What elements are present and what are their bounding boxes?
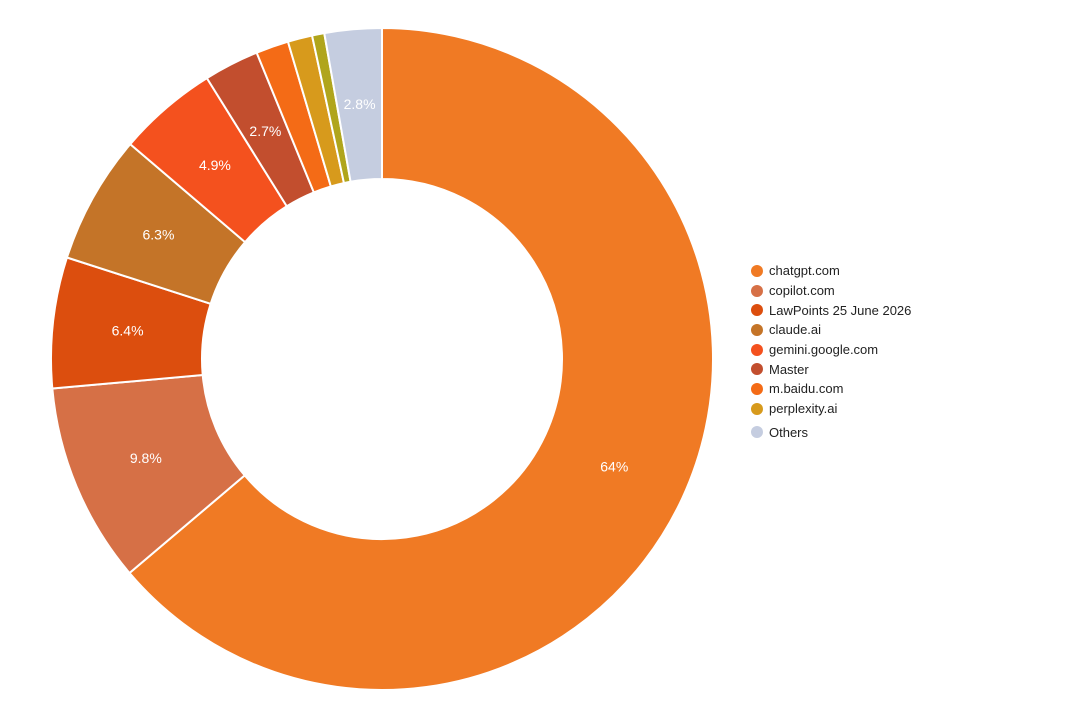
donut-slice-labels: 64% 9.8% 6.4% 6.3% 4.9% 2.7% 2.8% [112,96,629,475]
legend-item-copilot-com[interactable]: copilot.com [751,281,1071,301]
legend-swatch [751,264,763,277]
legend-swatch [751,284,763,297]
legend-swatch [751,304,763,317]
chart-legend: chatgpt.com copilot.com LawPoints 25 June … [751,261,1071,442]
legend-label: Master [769,361,809,377]
legend-swatch [751,382,763,395]
legend-item-gemini-google-com[interactable]: gemini.google.com [751,340,1071,360]
donut-slices [50,27,714,691]
slice-label-others: 2.8% [344,96,376,112]
legend-label: Others [769,424,809,440]
slice-label-copilot-com: 9.8% [130,450,162,466]
legend-item-perplexity-ai[interactable]: perplexity.ai [751,399,1071,419]
legend-item-master[interactable]: Master [751,359,1071,379]
slice-label-master: 2.7% [249,123,281,139]
legend-label: perplexity.ai [769,401,838,417]
legend-item-chatgpt-com[interactable]: chatgpt.com [751,261,1071,281]
legend-swatch [751,426,763,439]
legend-item-lawpoints-25-june-2026[interactable]: LawPoints 25 June 2026 [751,300,1071,320]
legend-label: gemini.google.com [769,342,879,358]
legend-item-others[interactable]: Others [751,423,1071,443]
legend-label: chatgpt.com [769,263,840,279]
legend-label: claude.ai [769,322,822,338]
slice-label-claude-ai: 6.3% [142,226,174,242]
legend-item-m-baidu-com[interactable]: m.baidu.com [751,379,1071,399]
legend-label: copilot.com [769,283,835,299]
slice-others [323,27,383,183]
legend-label: m.baidu.com [769,381,844,397]
slice-label-lawpoints-25-june-2026: 6.4% [112,323,144,339]
legend-swatch [751,363,763,376]
legend-swatch [751,343,763,356]
legend-item-claude-ai[interactable]: claude.ai [751,320,1071,340]
slice-chatgpt-com [128,27,714,691]
legend-label: LawPoints 25 June 2026 [769,302,912,318]
legend-swatch [751,402,763,415]
slice-label-chatgpt-com: 64% [600,459,628,475]
slice-label-gemini-google-com: 4.9% [199,157,231,173]
legend-swatch [751,323,763,336]
